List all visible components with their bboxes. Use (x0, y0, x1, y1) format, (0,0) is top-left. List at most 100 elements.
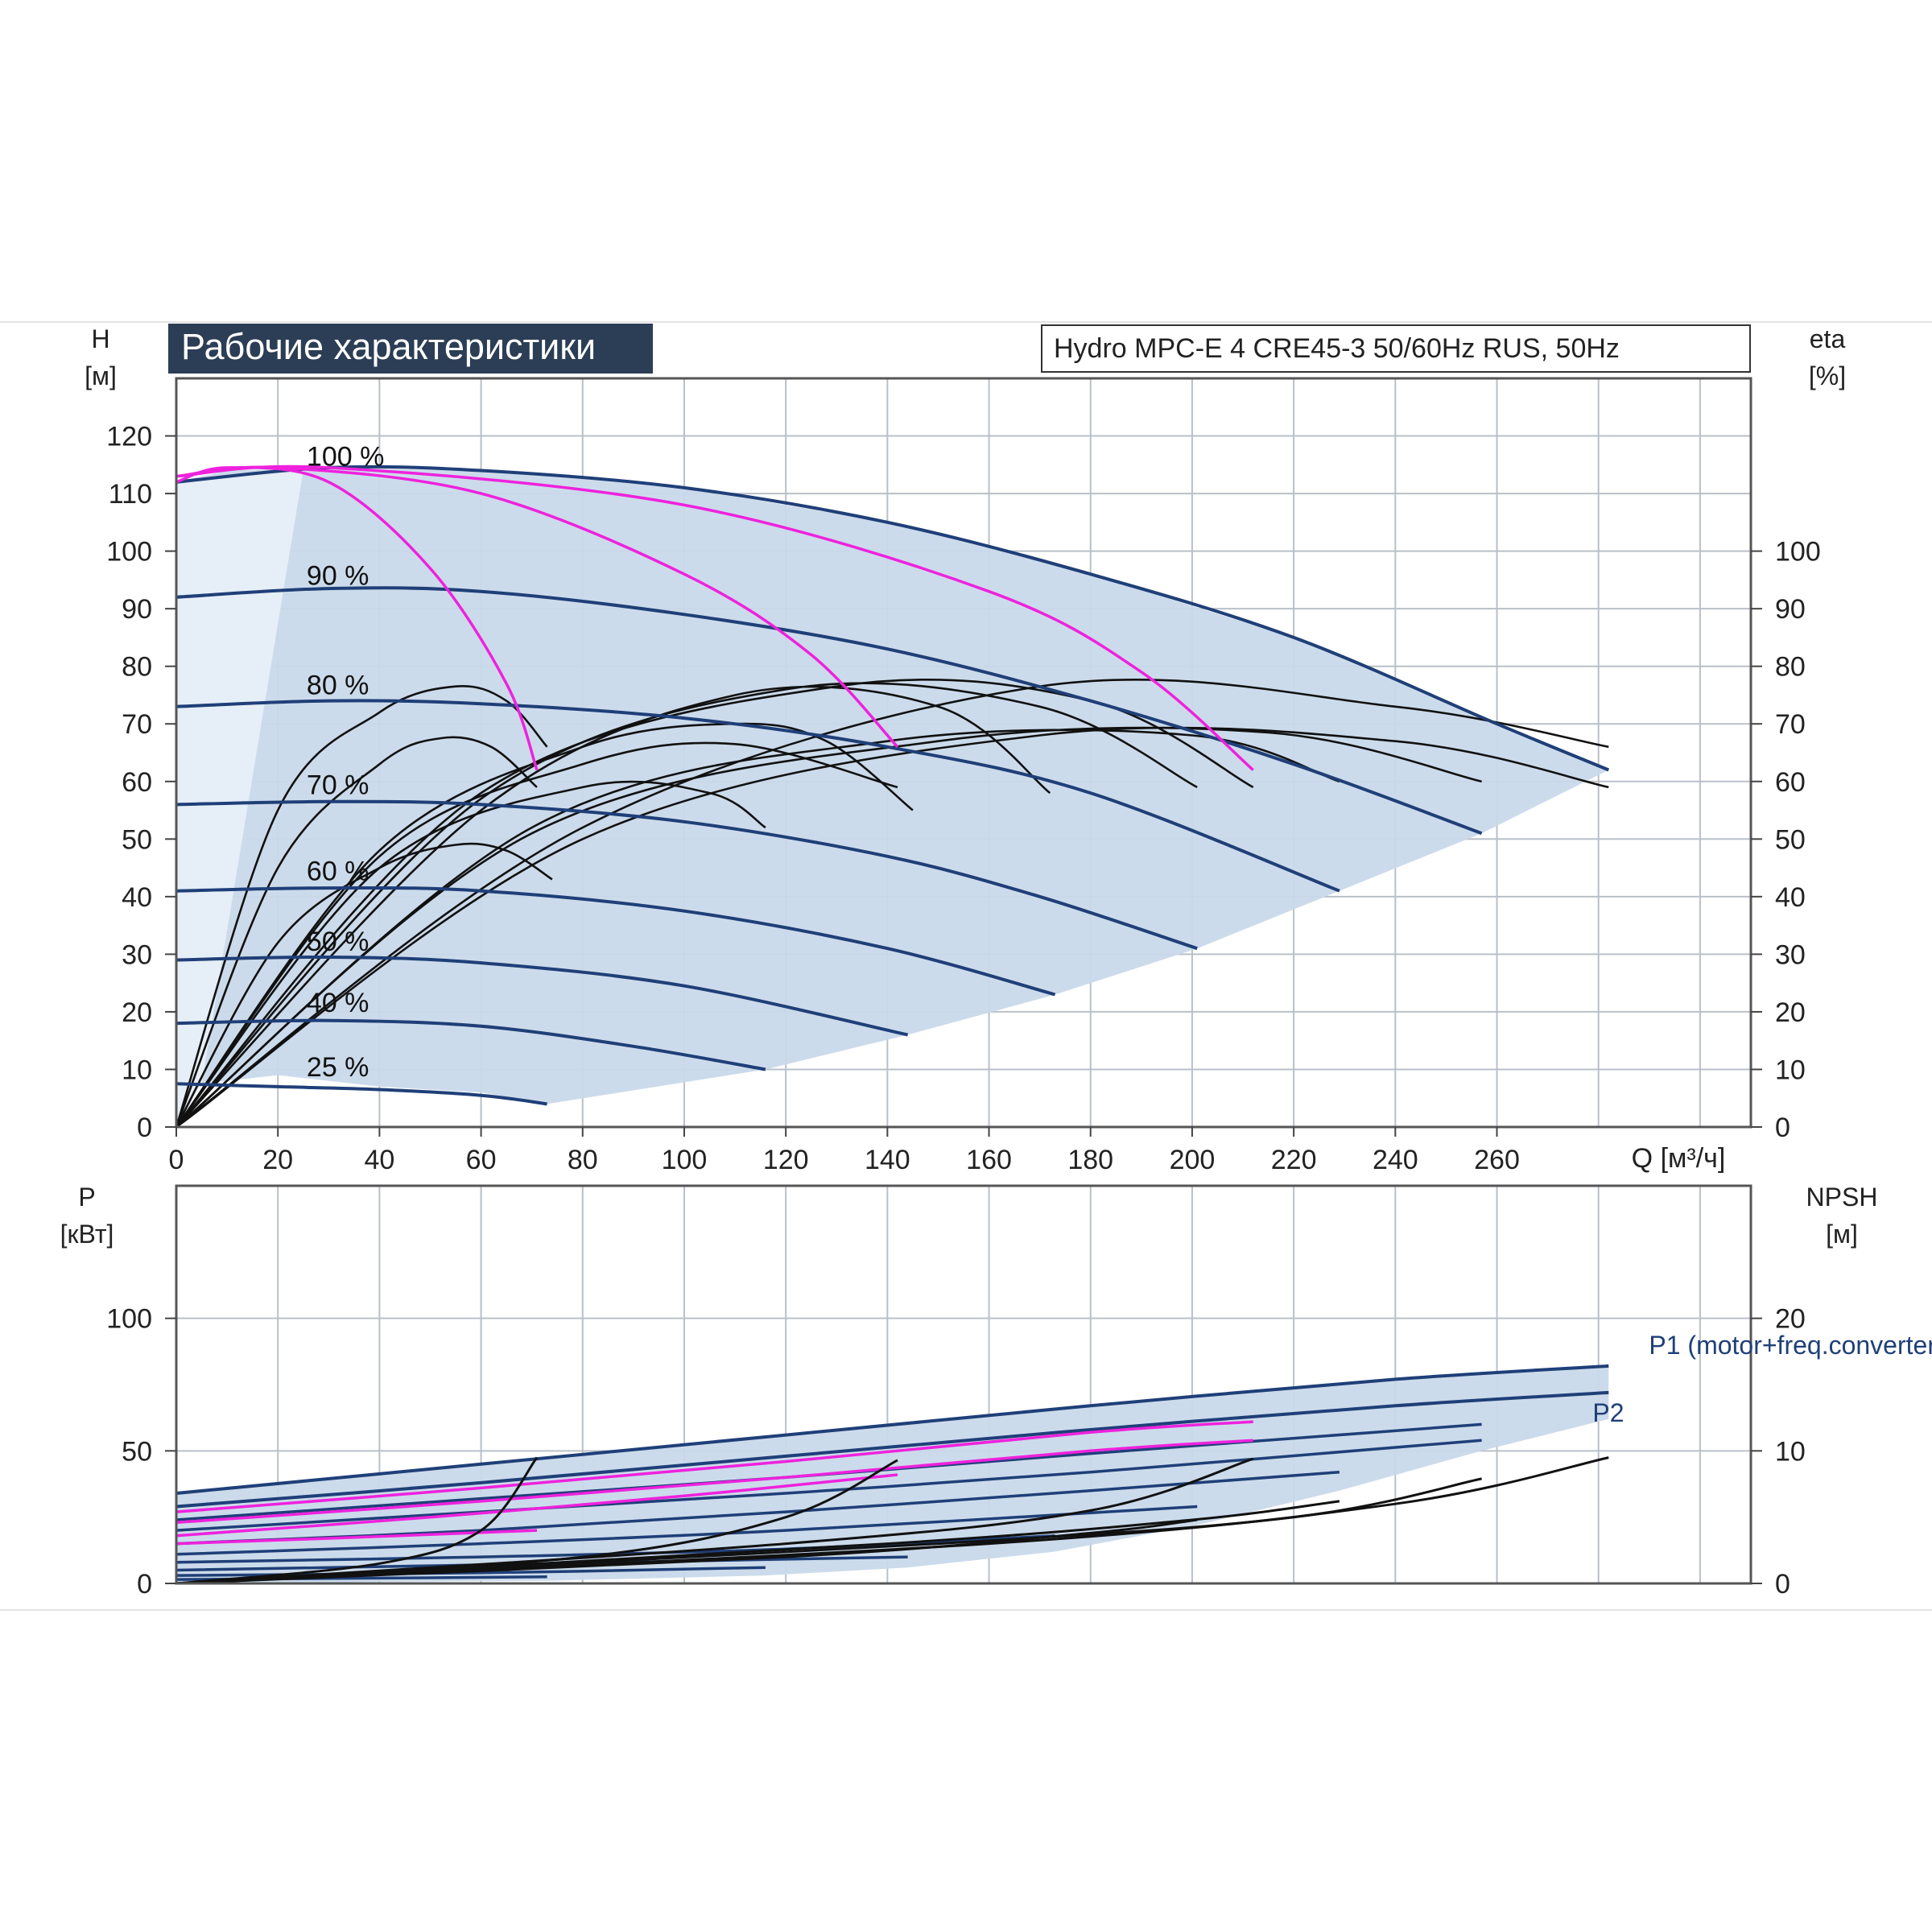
npsh-tick-label: 20 (1775, 1304, 1806, 1335)
head-chart-panel: 0 20 40 60 80 100 120 140 160 180 200 220 240 260 0 10 2… (85, 324, 1846, 1175)
head-curve (175, 955, 909, 1037)
y2-axis-unit: [%] (1809, 361, 1846, 390)
power-chart-frame (175, 1184, 1752, 1585)
p-axis-name: P (78, 1183, 95, 1212)
x-tick-label: 60 (466, 1145, 497, 1175)
y-tick-label: 40 (122, 882, 152, 913)
npsh-curve (175, 1518, 1198, 1585)
head-curves (175, 464, 1610, 1129)
efficiency-curve (175, 682, 1198, 1128)
x-tick-label: 20 (262, 1145, 293, 1175)
y2-tick-label: 60 (1775, 767, 1806, 798)
chart-subtitle: Hydro MPC-E 4 CRE45-3 50/60Hz RUS, 50Hz (1054, 333, 1620, 364)
head-curve (175, 1082, 547, 1106)
p2-curve (175, 1390, 1609, 1509)
p-tick-label: 0 (137, 1569, 152, 1600)
y-axis-name: H (91, 324, 109, 353)
operating-range-fill (176, 467, 1609, 1127)
y2-tick-label: 70 (1775, 709, 1806, 740)
p-tick-label: 100 (106, 1304, 152, 1335)
power-curve (175, 1505, 1198, 1556)
head-curve-highlight (175, 464, 1254, 771)
efficiency-curve (175, 726, 1482, 1129)
operating-range-area (176, 467, 1609, 1127)
power-curve-highlight (175, 1529, 538, 1546)
y2-tick-label: 50 (1775, 824, 1806, 855)
y2-tick-label: 10 (1775, 1055, 1806, 1085)
head-curve (175, 586, 1483, 836)
power-curve-highlight (175, 1420, 1253, 1513)
p-axis-unit: [кВт] (60, 1220, 114, 1249)
y2-tick-label: 100 (1775, 537, 1821, 568)
p1-curve (175, 1364, 1609, 1495)
efficiency-curve (175, 726, 1609, 1129)
x-tick-label: 140 (865, 1145, 910, 1175)
head-chart-frame (175, 377, 1752, 1129)
y-tick-label: 10 (122, 1055, 152, 1085)
x-tick-label: 40 (364, 1145, 394, 1175)
npsh-axis-unit: [м] (1826, 1220, 1858, 1249)
speed-label: 60 % (307, 857, 369, 887)
y2-tick-label: 20 (1775, 997, 1806, 1028)
y2-axis-name: eta (1810, 324, 1846, 353)
speed-label: 90 % (307, 561, 369, 592)
y2-tick-label: 40 (1775, 882, 1806, 913)
y2-tick-label: 30 (1775, 939, 1806, 970)
y-tick-label: 80 (122, 652, 152, 683)
y-tick-label: 20 (122, 997, 152, 1028)
efficiency-curve (175, 736, 538, 1128)
x-axis-label: Q [м³/ч] (1632, 1143, 1726, 1174)
head-curve (175, 464, 1610, 772)
subtitle-box (1041, 324, 1751, 373)
speed-label: 100 % (307, 442, 384, 473)
npsh-curve (175, 1457, 1254, 1585)
y2-tick-label: 90 (1775, 594, 1806, 625)
y-tick-label: 50 (122, 824, 152, 855)
npsh-curve (175, 1456, 539, 1585)
p-tick-label: 50 (122, 1436, 152, 1467)
speed-label: 70 % (307, 770, 369, 800)
y-tick-label: 100 (106, 537, 152, 568)
power-chart-axes: 0 50 100 0 10 20 (106, 1304, 1806, 1600)
head-curve (175, 799, 1198, 951)
head-curve (175, 886, 1056, 997)
power-curves (175, 1364, 1609, 1585)
p2-series-label: P2 (1592, 1398, 1624, 1427)
npsh-tick-label: 0 (1775, 1569, 1790, 1600)
speed-label: 80 % (307, 671, 369, 701)
power-chart-panel: 0 50 100 0 10 20 P [кВт] NPSH [м] P1 (motor+f… (60, 1183, 1932, 1600)
y-tick-label: 70 (122, 709, 152, 740)
x-tick-label: 120 (763, 1145, 809, 1175)
title-box (168, 324, 653, 374)
y-tick-label: 30 (122, 939, 152, 970)
x-tick-label: 80 (568, 1145, 598, 1175)
npsh-axis-name: NPSH (1806, 1183, 1878, 1212)
power-curve (175, 1534, 1055, 1564)
npsh-tick-label: 10 (1775, 1436, 1806, 1467)
y-tick-label: 60 (122, 767, 152, 798)
y2-tick-label: 80 (1775, 652, 1806, 683)
x-tick-label: 160 (966, 1145, 1012, 1175)
x-tick-label: 240 (1373, 1145, 1418, 1175)
p1-series-label: P1 (motor+freq.converter) (1649, 1331, 1932, 1360)
head-curve (175, 699, 1340, 893)
speed-label: 25 % (307, 1052, 369, 1083)
efficiency-curve (175, 679, 1609, 1129)
x-tick-label: 220 (1271, 1145, 1317, 1175)
x-tick-label: 200 (1170, 1145, 1216, 1175)
chart-title: Рабочие характеристики (181, 326, 596, 367)
power-curve (175, 1566, 766, 1577)
x-tick-label: 260 (1474, 1145, 1520, 1175)
head-chart-axes: 0 20 40 60 80 100 120 140 160 180 200 220 240 260 0 10 2… (106, 422, 1820, 1175)
low-flow-area (176, 470, 303, 1127)
y-tick-label: 0 (137, 1113, 152, 1143)
speed-labels: 100 % 90 % 80 % 70 % 60 % 50 % 40 % 25 % (307, 442, 384, 1083)
x-tick-label: 100 (662, 1145, 708, 1175)
y-axis-unit: [м] (85, 361, 117, 390)
y-tick-label: 110 (109, 479, 152, 510)
y2-tick-label: 0 (1775, 1113, 1790, 1143)
head-curve (175, 1018, 766, 1071)
y-tick-label: 120 (106, 422, 152, 452)
x-tick-label: 180 (1067, 1145, 1113, 1175)
